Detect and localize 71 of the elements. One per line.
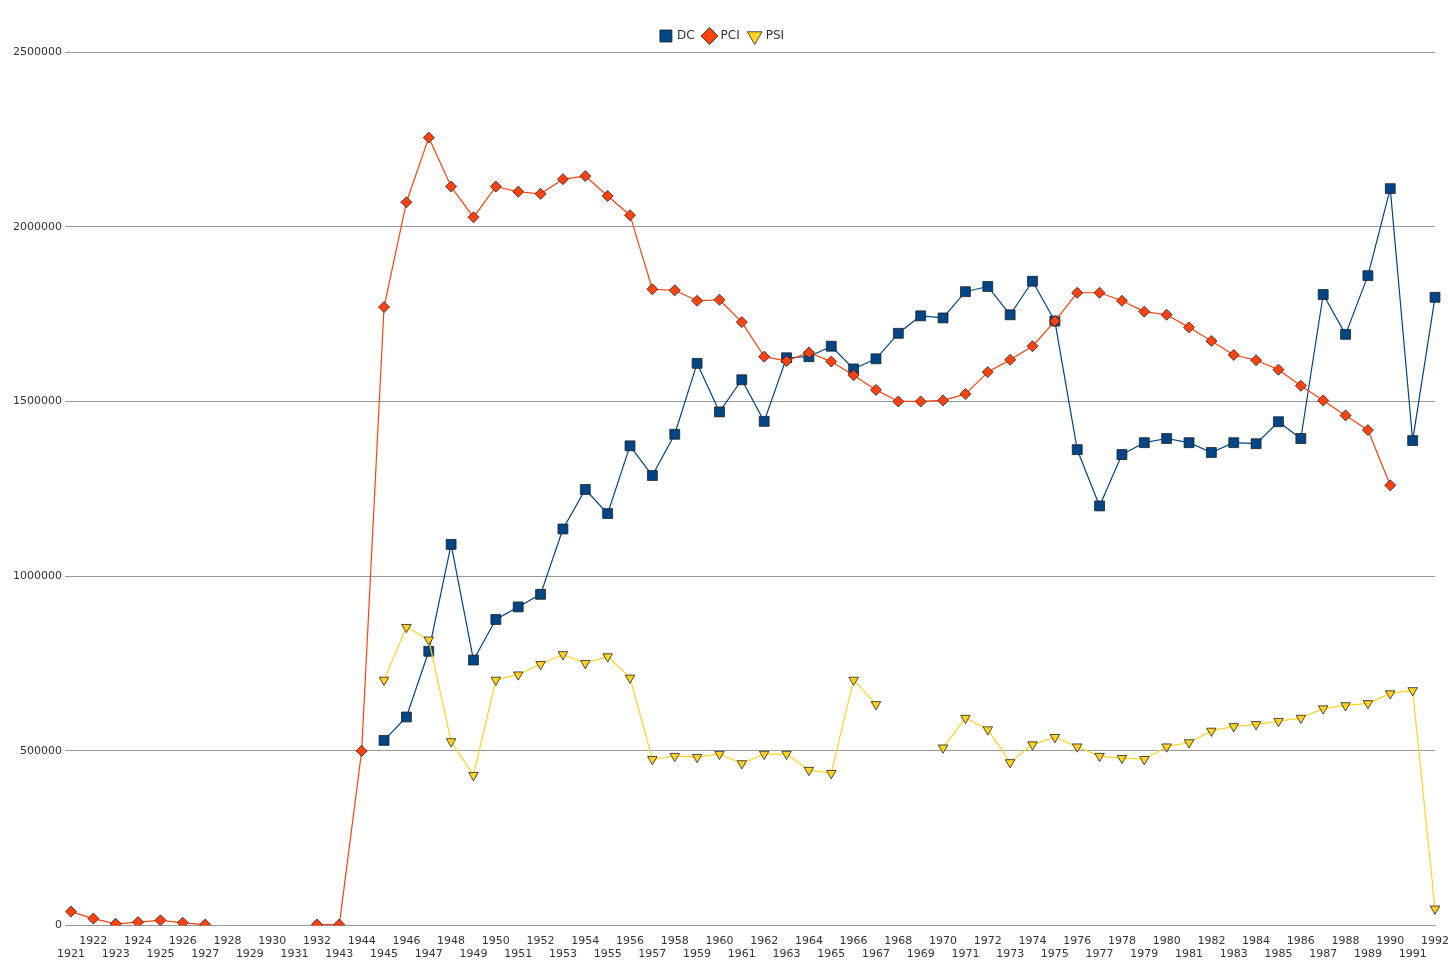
x-tick-label: 1987 <box>1309 947 1338 961</box>
y-tick-label: 500000 <box>19 743 62 757</box>
legend-label: PSI <box>765 28 785 43</box>
x-tick-label: 1980 <box>1152 934 1181 948</box>
x-tick-label: 1988 <box>1331 934 1360 948</box>
x-tick-label: 1964 <box>794 934 823 948</box>
x-tick-label: 1984 <box>1242 934 1271 948</box>
y-tick-label: 1500000 <box>12 394 62 408</box>
x-tick-label: 1952 <box>526 934 555 948</box>
x-tick-label: 1924 <box>124 934 153 948</box>
x-tick-label: 1960 <box>705 934 734 948</box>
x-tick-label: 1954 <box>571 934 600 948</box>
x-tick-label: 1927 <box>191 947 220 961</box>
x-tick-label: 1926 <box>168 934 197 948</box>
x-tick-label: 1981 <box>1175 947 1204 961</box>
x-tick-label: 1973 <box>996 947 1025 961</box>
x-tick-label: 1949 <box>459 947 488 961</box>
x-tick-label: 1975 <box>1040 947 1069 961</box>
x-tick-label: 1989 <box>1353 947 1382 961</box>
legend-label: PCI <box>720 28 740 43</box>
x-tick-label: 1946 <box>392 934 421 948</box>
x-tick-label: 1976 <box>1063 934 1092 948</box>
y-tick-label: 2000000 <box>12 219 62 233</box>
x-tick-label: 1931 <box>280 947 309 961</box>
x-tick-label: 1961 <box>727 947 756 961</box>
x-tick-label: 1983 <box>1219 947 1248 961</box>
x-tick-label: 1951 <box>504 947 533 961</box>
x-tick-label: 1947 <box>414 947 443 961</box>
x-tick-label: 1930 <box>258 934 287 948</box>
x-tick-label: 1944 <box>347 934 376 948</box>
x-tick-label: 1953 <box>548 947 577 961</box>
x-tick-label: 1977 <box>1085 947 1114 961</box>
x-tick-label: 1955 <box>593 947 622 961</box>
x-tick-label: 1950 <box>481 934 510 948</box>
x-tick-label: 1932 <box>302 934 331 948</box>
y-tick-label: 2500000 <box>12 44 62 58</box>
x-tick-label: 1959 <box>683 947 712 961</box>
x-tick-label: 1962 <box>750 934 779 948</box>
x-tick-label: 1945 <box>370 947 399 961</box>
y-tick-label: 1000000 <box>12 569 62 583</box>
x-tick-label: 1992 <box>1421 934 1449 948</box>
x-tick-label: 1958 <box>660 934 689 948</box>
y-tick-label: 0 <box>54 918 62 932</box>
x-tick-label: 1969 <box>906 947 935 961</box>
x-tick-label: 1925 <box>146 947 175 961</box>
x-tick-label: 1923 <box>101 947 130 961</box>
x-tick-label: 1971 <box>951 947 980 961</box>
x-tick-label: 1943 <box>325 947 354 961</box>
x-tick-label: 1986 <box>1286 934 1315 948</box>
x-tick-label: 1948 <box>437 934 466 948</box>
x-tick-label: 1957 <box>638 947 667 961</box>
x-tick-label: 1978 <box>1107 934 1136 948</box>
x-tick-label: 1972 <box>973 934 1002 948</box>
x-tick-label: 1929 <box>235 947 264 961</box>
x-tick-label: 1968 <box>884 934 913 948</box>
legend-label: DC <box>676 28 695 43</box>
x-tick-label: 1982 <box>1197 934 1226 948</box>
x-tick-label: 1963 <box>772 947 801 961</box>
x-tick-label: 1970 <box>929 934 958 948</box>
x-tick-label: 1991 <box>1398 947 1427 961</box>
x-tick-label: 1990 <box>1376 934 1405 948</box>
x-tick-label: 1985 <box>1264 947 1293 961</box>
x-tick-label: 1921 <box>56 947 85 961</box>
x-tick-label: 1966 <box>839 934 868 948</box>
x-tick-label: 1965 <box>817 947 846 961</box>
x-tick-label: 1979 <box>1130 947 1159 961</box>
x-tick-label: 1956 <box>616 934 645 948</box>
x-tick-label: 1967 <box>861 947 890 961</box>
x-tick-label: 1974 <box>1018 934 1047 948</box>
x-tick-label: 1922 <box>79 934 108 948</box>
x-tick-label: 1928 <box>213 934 242 948</box>
